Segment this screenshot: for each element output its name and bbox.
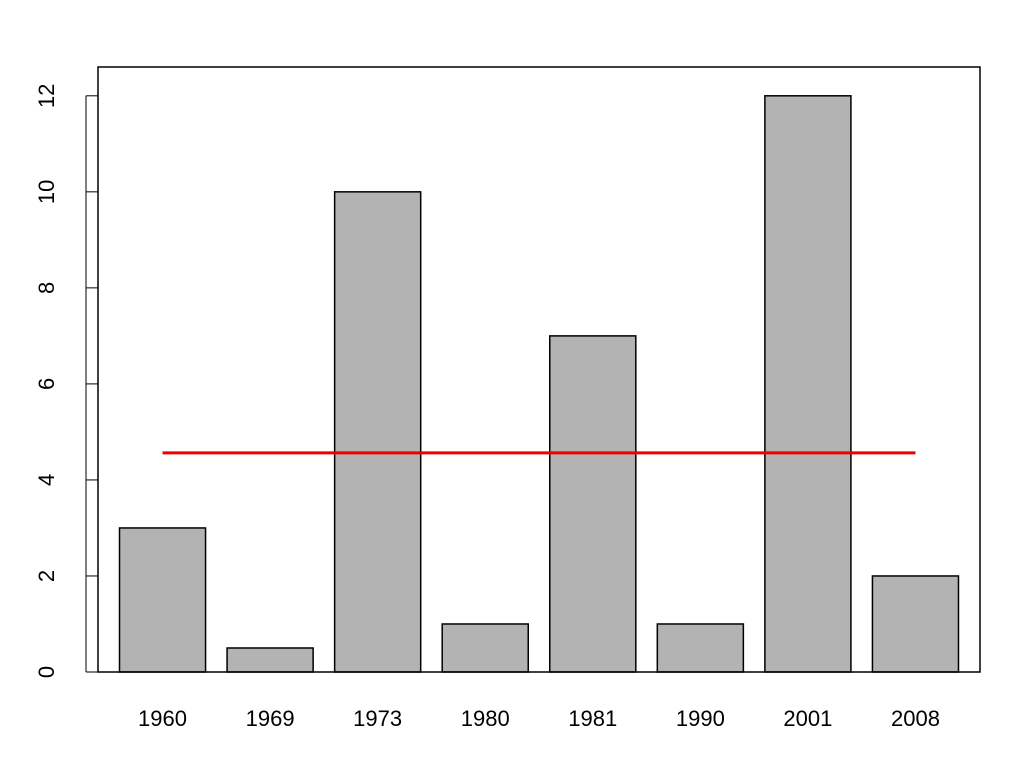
y-tick-label: 10 bbox=[34, 180, 59, 204]
x-tick-label: 2001 bbox=[783, 706, 832, 731]
bar bbox=[226, 647, 314, 673]
bar bbox=[441, 623, 529, 673]
x-tick-label: 1969 bbox=[246, 706, 295, 731]
y-tick-label: 6 bbox=[34, 378, 59, 390]
plot-box bbox=[97, 66, 981, 673]
x-tick-label: 2008 bbox=[891, 706, 940, 731]
bar bbox=[549, 335, 637, 673]
x-tick-label: 1980 bbox=[461, 706, 510, 731]
bar bbox=[118, 527, 207, 673]
x-tick-label: 1960 bbox=[138, 706, 187, 731]
y-tick-label: 12 bbox=[34, 84, 59, 108]
x-tick-label: 1981 bbox=[568, 706, 617, 731]
bar bbox=[871, 575, 960, 673]
y-tick-label: 8 bbox=[34, 282, 59, 294]
bar bbox=[656, 623, 745, 673]
y-tick-label: 2 bbox=[34, 570, 59, 582]
y-tick-label: 0 bbox=[34, 666, 59, 678]
x-tick-label: 1990 bbox=[676, 706, 725, 731]
bar bbox=[333, 191, 422, 673]
y-tick-label: 4 bbox=[34, 474, 59, 486]
x-tick-label: 1973 bbox=[353, 706, 402, 731]
bar bbox=[764, 95, 852, 673]
